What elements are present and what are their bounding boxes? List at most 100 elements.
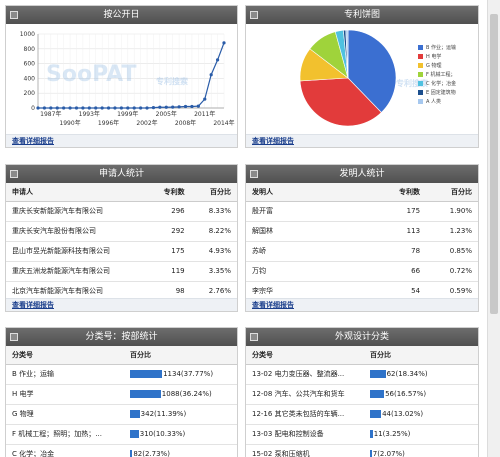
view-report-link[interactable]: 查看详细报告	[252, 137, 294, 145]
legend-swatch	[418, 72, 423, 77]
y-tick-label: 0	[31, 105, 35, 112]
class-label[interactable]: 15-02 泵和压缩机	[246, 444, 364, 457]
inventor-name[interactable]: 殷开富	[246, 201, 376, 222]
table-row[interactable]: 殷开富 175 1.90%	[246, 201, 478, 222]
table-row[interactable]: 13-03 配电和控制设备 11(3.25%)	[246, 424, 478, 445]
x-tick-label: 2002年	[136, 119, 157, 127]
collapse-icon[interactable]	[10, 11, 18, 19]
data-point	[132, 106, 136, 110]
view-report-link[interactable]: 查看详细报告	[252, 301, 294, 309]
pie-slice	[347, 29, 397, 113]
patent-count: 113	[376, 221, 427, 242]
legend-item: C 化学；冶金	[418, 80, 456, 87]
data-point	[177, 105, 181, 109]
class-label[interactable]: H 电学	[6, 384, 124, 405]
table-row[interactable]: 解国林 113 1.23%	[246, 221, 478, 242]
collapse-icon[interactable]	[250, 11, 258, 19]
panel-title: 申请人统计	[98, 169, 144, 179]
table-row[interactable]: 苏峤 78 0.85%	[246, 241, 478, 262]
percent-cell: 62(18.34%)	[364, 364, 478, 385]
design-table: 分类号 百分比 13-02 电力变压器、整流器... 62(18.34%) 12-0…	[246, 346, 478, 457]
table-row[interactable]: H 电学 1088(36.24%)	[6, 384, 237, 405]
table-row[interactable]: 万钧 66 0.72%	[246, 261, 478, 282]
class-label[interactable]: F 机械工程；照明；加热；...	[6, 424, 124, 445]
panel-title: 外观设计分类	[334, 332, 389, 342]
table-row[interactable]: F 机械工程；照明；加热；... 310(10.33%)	[6, 424, 237, 445]
class-label[interactable]: C 化学；冶金	[6, 444, 124, 457]
data-point	[171, 105, 175, 109]
pie-slice	[299, 77, 382, 127]
legend-label: E 固定建筑物	[426, 90, 456, 96]
collapse-icon[interactable]	[10, 170, 18, 178]
scrollbar[interactable]	[487, 0, 500, 457]
inventor-name[interactable]: 万钧	[246, 261, 376, 282]
percent-cell: 44(13.02%)	[364, 404, 478, 425]
y-tick-label: 1000	[20, 31, 35, 38]
legend-label: H 电学	[426, 54, 442, 60]
watermark-sub: 专利搜索	[396, 79, 428, 88]
percent-bar	[370, 430, 373, 438]
table-row[interactable]: 重庆五洲龙新能源汽车有限公司 119 3.35%	[6, 261, 237, 282]
collapse-icon[interactable]	[250, 170, 258, 178]
percent: 0.72%	[426, 261, 478, 282]
applicant-name[interactable]: 重庆五洲龙新能源汽车有限公司	[6, 261, 146, 282]
legend-label: B 作业；运输	[426, 45, 457, 51]
percent-bar	[370, 370, 386, 378]
table-row[interactable]: B 作业；运输 1134(37.77%)	[6, 364, 237, 385]
inventor-name[interactable]: 苏峤	[246, 241, 376, 262]
class-label[interactable]: 12-08 汽车、公共汽车和货车	[246, 384, 364, 405]
table-row[interactable]: 昆山市昱光新能源科技有限公司 175 4.93%	[6, 241, 237, 262]
data-point	[62, 106, 66, 110]
collapse-icon[interactable]	[250, 333, 258, 341]
applicant-name[interactable]: 重庆长安新能源汽车有限公司	[6, 201, 146, 222]
class-label[interactable]: 12-16 其它类未包括的车辆...	[246, 404, 364, 425]
class-label[interactable]: B 作业；运输	[6, 364, 124, 385]
legend-label: F 机械工程；	[426, 72, 456, 78]
percent-bar	[130, 370, 163, 378]
applicants-panel: 申请人统计 申请人 专利数 百分比 重庆长安新能源汽车有限公司 296 8.33% …	[5, 164, 238, 312]
data-point	[164, 105, 168, 109]
watermark: SooPAT	[46, 62, 137, 87]
collapse-icon[interactable]	[10, 333, 18, 341]
legend-label: C 化学；冶金	[426, 81, 457, 87]
table-row[interactable]: 13-02 电力变压器、整流器... 62(18.34%)	[246, 364, 478, 385]
percent-value: 7(2.07%)	[372, 450, 405, 457]
view-report-link[interactable]: 查看详细报告	[12, 137, 54, 145]
panel-footer	[246, 134, 478, 147]
y-tick-label: 400	[24, 75, 36, 82]
panel-title: 发明人统计	[339, 169, 385, 179]
table-row[interactable]: 15-02 泵和压缩机 7(2.07%)	[246, 444, 478, 457]
table-row[interactable]: 重庆长安汽车股份有限公司 292 8.22%	[6, 221, 237, 242]
data-point	[113, 106, 117, 110]
inventor-name[interactable]: 解国林	[246, 221, 376, 242]
table-row[interactable]: C 化学；冶金 82(2.73%)	[6, 444, 237, 457]
legend-item: G 物理	[418, 62, 441, 69]
table-row[interactable]: G 物理 342(11.39%)	[6, 404, 237, 425]
percent: 1.90%	[426, 201, 478, 222]
data-point	[158, 105, 162, 109]
percent-cell: 82(2.73%)	[124, 444, 237, 457]
class-label[interactable]: G 物理	[6, 404, 124, 425]
patent-count: 292	[146, 221, 191, 242]
data-point	[151, 106, 156, 110]
view-report-link[interactable]: 查看详细报告	[12, 301, 54, 309]
percent-bar	[130, 390, 161, 398]
applicant-name[interactable]: 重庆长安汽车股份有限公司	[6, 221, 146, 242]
legend-swatch	[418, 99, 423, 104]
data-point	[126, 106, 130, 110]
panel-title: 分类号：按部统计	[85, 332, 158, 342]
class-label[interactable]: 13-02 电力变压器、整流器...	[246, 364, 364, 385]
percent-value: 11(3.25%)	[373, 430, 411, 438]
panel-header: 分类号：按部统计	[6, 328, 237, 346]
class-label[interactable]: 13-03 配电和控制设备	[246, 424, 364, 445]
data-point	[203, 97, 207, 101]
scrollbar-thumb[interactable]	[490, 14, 498, 314]
patent-count: 296	[146, 201, 191, 222]
applicant-name[interactable]: 昆山市昱光新能源科技有限公司	[6, 241, 146, 262]
table-row[interactable]: 重庆长安新能源汽车有限公司 296 8.33%	[6, 201, 237, 222]
pie-chart	[299, 29, 397, 127]
percent-bar	[130, 430, 139, 438]
table-row[interactable]: 12-08 汽车、公共汽车和货车 56(16.57%)	[246, 384, 478, 405]
table-row[interactable]: 12-16 其它类未包括的车辆... 44(13.02%)	[246, 404, 478, 425]
percent-cell: 7(2.07%)	[364, 444, 478, 457]
